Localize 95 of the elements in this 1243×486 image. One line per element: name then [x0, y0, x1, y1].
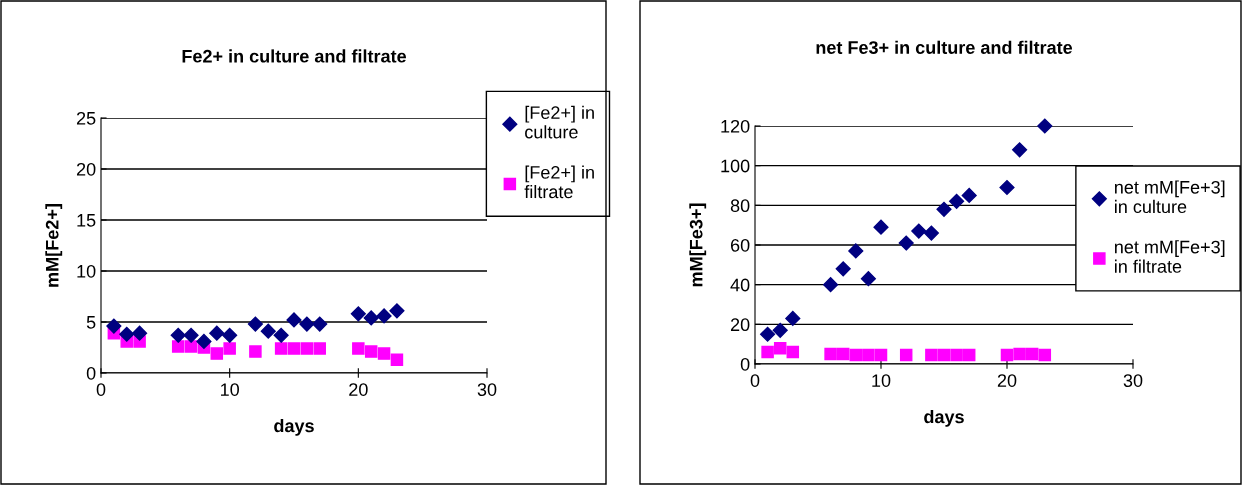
- point: [911, 223, 927, 239]
- x-tick-label: 20: [997, 374, 1017, 387]
- x-tick-label: 0: [750, 374, 760, 387]
- point: [873, 219, 889, 235]
- point: [1013, 347, 1026, 361]
- point: [785, 310, 801, 326]
- point: [949, 193, 965, 209]
- y-tick-label: 5: [86, 316, 96, 329]
- point: [171, 340, 185, 353]
- y-tick-label: 60: [730, 238, 750, 252]
- point: [260, 323, 276, 339]
- point: [247, 316, 263, 332]
- point: [106, 318, 122, 334]
- point: [936, 201, 952, 217]
- point: [313, 342, 326, 355]
- point: [132, 325, 148, 341]
- point: [390, 353, 404, 366]
- y-tick-label: 0: [740, 357, 750, 371]
- y-tick-label: 20: [730, 318, 750, 332]
- point: [1025, 347, 1039, 361]
- point: [299, 316, 315, 332]
- x-axis-title: days: [274, 419, 314, 436]
- point: [899, 348, 913, 362]
- point: [363, 310, 379, 326]
- point: [377, 347, 391, 360]
- point: [350, 306, 366, 322]
- x-tick-label: 30: [1123, 374, 1143, 387]
- point: [287, 342, 301, 355]
- x-tick-label: 20: [349, 383, 368, 396]
- y-tick-label: 120: [721, 119, 750, 133]
- point: [312, 316, 328, 332]
- point: [925, 348, 938, 362]
- point: [773, 341, 787, 355]
- point: [761, 345, 774, 359]
- point: [950, 348, 963, 362]
- legend-label: net mM[Fe+3] in filtrate: [1114, 240, 1225, 273]
- y-tick-label: 25: [76, 111, 96, 125]
- point: [786, 345, 800, 359]
- point: [1000, 348, 1014, 362]
- legend-label: [Fe2+] in culture: [525, 105, 594, 139]
- x-tick-label: 10: [221, 383, 239, 396]
- x-tick-label: 30: [477, 383, 497, 396]
- point: [389, 303, 405, 319]
- legend-label: [Fe2+] in filtrate: [524, 165, 594, 199]
- point: [760, 326, 776, 342]
- point: [937, 348, 951, 362]
- y-tick-label: 80: [730, 199, 750, 213]
- point: [274, 342, 288, 355]
- point: [1038, 348, 1052, 362]
- point: [300, 342, 314, 355]
- point: [223, 342, 236, 355]
- point: [1037, 118, 1053, 134]
- point: [860, 271, 876, 287]
- y-tick-label: 100: [721, 159, 750, 173]
- y-axis-title: mM[Fe3+]: [689, 203, 707, 287]
- x-tick-label: 0: [96, 383, 106, 396]
- point: [999, 179, 1015, 196]
- chart-title: Fe2+ in culture and filtrate: [182, 49, 407, 63]
- point: [183, 327, 199, 343]
- point: [249, 345, 262, 358]
- point: [273, 327, 289, 343]
- point: [196, 333, 212, 349]
- point: [170, 327, 186, 343]
- point: [364, 345, 378, 358]
- x-tick-label: 10: [872, 374, 891, 387]
- point: [848, 243, 864, 259]
- y-tick-label: 10: [77, 264, 96, 278]
- x-axis-title: days: [924, 410, 964, 427]
- legend-label: net mM[Fe+3] in culture: [1114, 180, 1225, 214]
- point: [923, 225, 939, 241]
- point: [836, 347, 850, 361]
- point: [849, 348, 863, 362]
- y-tick-label: 40: [730, 278, 750, 292]
- point: [376, 308, 392, 324]
- chart-title: net Fe3+ in culture and filtrate: [816, 40, 1073, 54]
- y-tick-label: 15: [77, 214, 96, 227]
- point: [184, 340, 198, 353]
- point: [772, 322, 788, 338]
- point: [961, 187, 977, 203]
- y-axis-title: mM[Fe2+]: [45, 204, 63, 287]
- point: [962, 348, 976, 362]
- point: [898, 235, 914, 251]
- point: [119, 326, 135, 342]
- point: [222, 327, 238, 343]
- point: [209, 325, 225, 341]
- point: [824, 347, 837, 361]
- point: [862, 348, 875, 362]
- point: [352, 342, 365, 355]
- point: [835, 261, 851, 277]
- point: [286, 312, 302, 328]
- point: [874, 348, 888, 362]
- y-tick-label: 20: [76, 162, 96, 176]
- point: [210, 347, 224, 360]
- point: [823, 277, 839, 293]
- point: [1012, 142, 1028, 158]
